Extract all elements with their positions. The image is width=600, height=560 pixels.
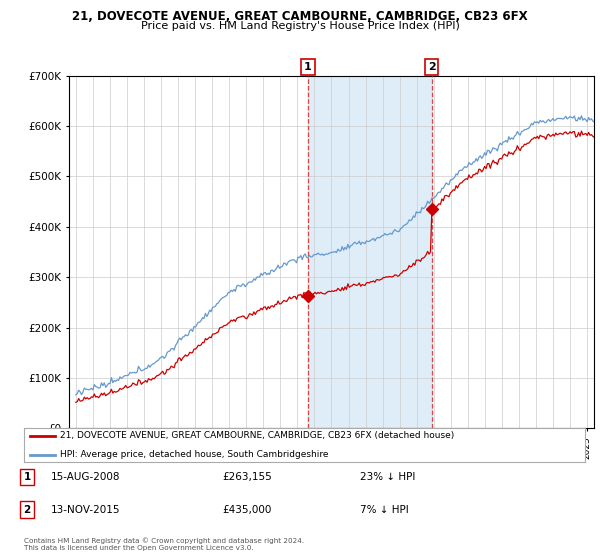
Text: 21, DOVECOTE AVENUE, GREAT CAMBOURNE, CAMBRIDGE, CB23 6FX (detached house): 21, DOVECOTE AVENUE, GREAT CAMBOURNE, CA…	[61, 431, 455, 440]
Text: £435,000: £435,000	[222, 505, 271, 515]
Text: 7% ↓ HPI: 7% ↓ HPI	[360, 505, 409, 515]
Text: £263,155: £263,155	[222, 472, 272, 482]
Text: 23% ↓ HPI: 23% ↓ HPI	[360, 472, 415, 482]
Text: Price paid vs. HM Land Registry's House Price Index (HPI): Price paid vs. HM Land Registry's House …	[140, 21, 460, 31]
Text: 2: 2	[23, 505, 31, 515]
Text: 15-AUG-2008: 15-AUG-2008	[51, 472, 121, 482]
Text: HPI: Average price, detached house, South Cambridgeshire: HPI: Average price, detached house, Sout…	[61, 450, 329, 459]
Text: 21, DOVECOTE AVENUE, GREAT CAMBOURNE, CAMBRIDGE, CB23 6FX: 21, DOVECOTE AVENUE, GREAT CAMBOURNE, CA…	[72, 10, 528, 23]
Text: 2: 2	[428, 62, 436, 72]
Bar	[308, 76, 431, 428]
Text: Contains HM Land Registry data © Crown copyright and database right 2024.
This d: Contains HM Land Registry data © Crown c…	[24, 538, 304, 551]
Text: 1: 1	[23, 472, 31, 482]
Text: 13-NOV-2015: 13-NOV-2015	[51, 505, 121, 515]
Text: 1: 1	[304, 62, 312, 72]
